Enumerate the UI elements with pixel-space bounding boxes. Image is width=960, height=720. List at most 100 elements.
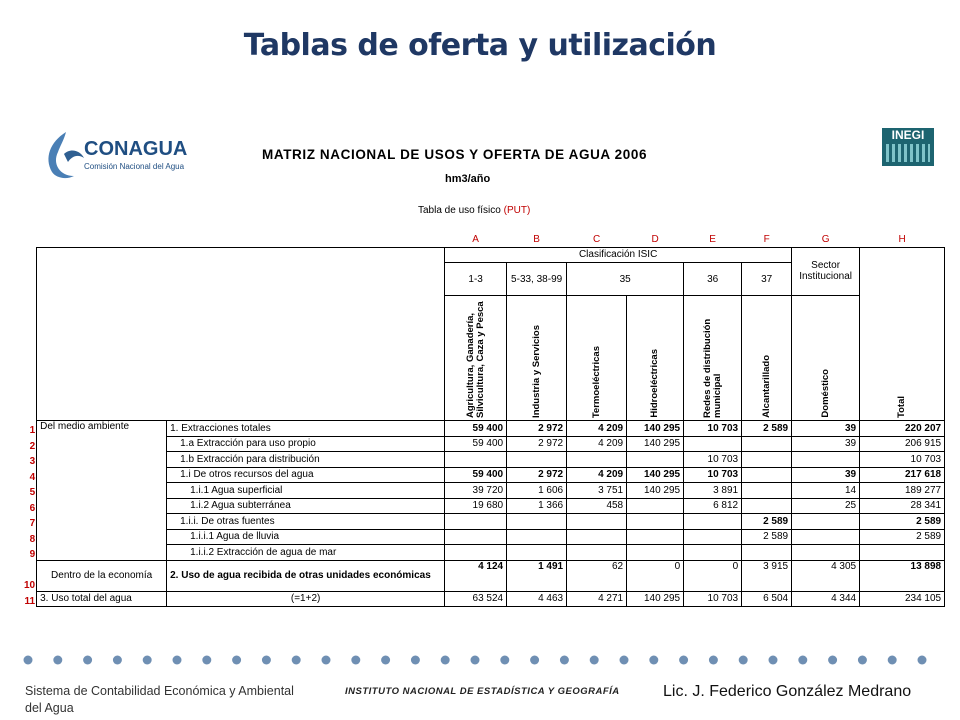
column-letter: C — [593, 233, 601, 245]
value-cell: 140 295 — [626, 482, 685, 499]
value-cell — [506, 528, 568, 545]
value-cell: 189 277 — [859, 482, 946, 499]
value-cell: 39 — [791, 435, 861, 452]
row-label: 1.i.i.2 Extracción de agua de mar — [166, 544, 446, 561]
value-cell: 2 589 — [859, 528, 946, 545]
value-cell — [506, 451, 568, 468]
dot — [649, 655, 659, 665]
blank — [24, 263, 37, 296]
value-cell: 217 618 — [859, 466, 946, 483]
column-letter: E — [709, 233, 716, 245]
row-number: 10 — [24, 560, 38, 591]
footer-left: Sistema de Contabilidad Económica y Ambi… — [25, 684, 294, 715]
row-group: Del medio ambiente — [36, 420, 168, 561]
value-cell — [683, 544, 743, 561]
row-number: 5 — [24, 482, 38, 498]
dot — [887, 655, 897, 665]
value-cell: 2 589 — [859, 513, 946, 530]
value-cell: 6 504 — [741, 590, 793, 607]
dot — [321, 655, 331, 665]
code-row: 1-3 5-33, 38-99 35 36 37 — [24, 262, 945, 296]
column-letter: H — [898, 233, 906, 245]
value-cell: 0 — [626, 559, 685, 592]
row-number: 11 — [24, 591, 38, 607]
value-cell: 10 703 — [683, 420, 743, 437]
value-cell: 6 812 — [683, 497, 743, 514]
value-cell — [626, 451, 685, 468]
dot — [768, 655, 778, 665]
dot — [440, 655, 450, 665]
isic-code: 5-33, 38-99 — [506, 262, 568, 296]
column-letter: B — [533, 233, 540, 245]
value-cell: 140 295 — [626, 466, 685, 483]
value-cell: 3 751 — [566, 482, 628, 499]
inegi-pattern — [886, 144, 930, 162]
value-cell: 59 400 — [444, 420, 508, 437]
matrix-title: MATRIZ NACIONAL DE USOS Y OFERTA DE AGUA… — [262, 147, 648, 162]
dot — [291, 655, 301, 665]
value-cell — [566, 528, 628, 545]
row-label: 1.i De otros recursos del agua — [166, 466, 446, 483]
value-cell: 59 400 — [444, 466, 508, 483]
dot — [172, 655, 182, 665]
value-cell: 39 720 — [444, 482, 508, 499]
row-group: Dentro de la economía — [36, 559, 168, 592]
value-cell: 4 344 — [791, 590, 861, 607]
value-cell: 4 209 — [566, 420, 628, 437]
value-cell — [444, 513, 508, 530]
value-cell — [741, 497, 793, 514]
value-cell: 10 703 — [859, 451, 946, 468]
value-cell: 1 366 — [506, 497, 568, 514]
value-cell: 220 207 — [859, 420, 946, 437]
value-cell: 59 400 — [444, 435, 508, 452]
column-letter: D — [651, 233, 659, 245]
data-row: 7 1.i.i. De otras fuentes 2 589 2 589 — [24, 513, 946, 530]
dot — [112, 655, 122, 665]
column-name: Doméstico — [819, 369, 831, 418]
value-cell — [444, 528, 508, 545]
dot — [738, 655, 748, 665]
conagua-emblem — [48, 132, 84, 179]
value-cell: 140 295 — [626, 435, 685, 452]
column-letter: F — [763, 233, 770, 245]
dot — [500, 655, 510, 665]
caption-tag: (PUT) — [503, 205, 531, 216]
dot — [857, 655, 867, 665]
conagua-subtitle: Comisión Nacional del Agua — [84, 162, 185, 171]
row-number: 6 — [24, 498, 38, 514]
blank — [24, 232, 445, 247]
column-name: Industria y Servicios — [530, 325, 542, 418]
value-cell: 2 972 — [506, 420, 568, 437]
column-letter: G — [821, 233, 830, 245]
row-group: 3. Uso total del agua — [36, 590, 168, 607]
dot — [53, 655, 63, 665]
column-header: Doméstico — [791, 295, 861, 421]
column-name: Total — [896, 396, 908, 418]
value-cell — [626, 544, 685, 561]
column-name: Termoeléctricas — [590, 345, 602, 418]
value-cell: 2 589 — [741, 528, 793, 545]
dot — [679, 655, 689, 665]
value-cell — [683, 435, 743, 452]
dot — [351, 655, 361, 665]
footer-right: Lic. J. Federico González Medrano — [663, 683, 912, 700]
dot — [381, 655, 391, 665]
row-label: 1. Extracciones totales — [166, 420, 446, 437]
isic-code: 35 — [566, 262, 685, 296]
value-cell: 140 295 — [626, 420, 685, 437]
dot-divider — [23, 655, 927, 665]
row-number: 2 — [24, 436, 38, 452]
slide-title: Tablas de oferta y utilización — [243, 28, 717, 63]
value-cell: 4 463 — [506, 590, 568, 607]
dot — [530, 655, 540, 665]
value-cell — [683, 528, 743, 545]
row-number: 1 — [24, 420, 38, 436]
column-header: Hidroeléctricas — [626, 295, 685, 421]
value-cell — [741, 435, 793, 452]
header-corner — [36, 246, 446, 421]
letter-row: A B C D E F G H — [24, 232, 945, 247]
footer-center: INSTITUTO NACIONAL DE ESTADÍSTICA Y GEOG… — [345, 686, 620, 697]
column-letter: A — [472, 233, 479, 245]
